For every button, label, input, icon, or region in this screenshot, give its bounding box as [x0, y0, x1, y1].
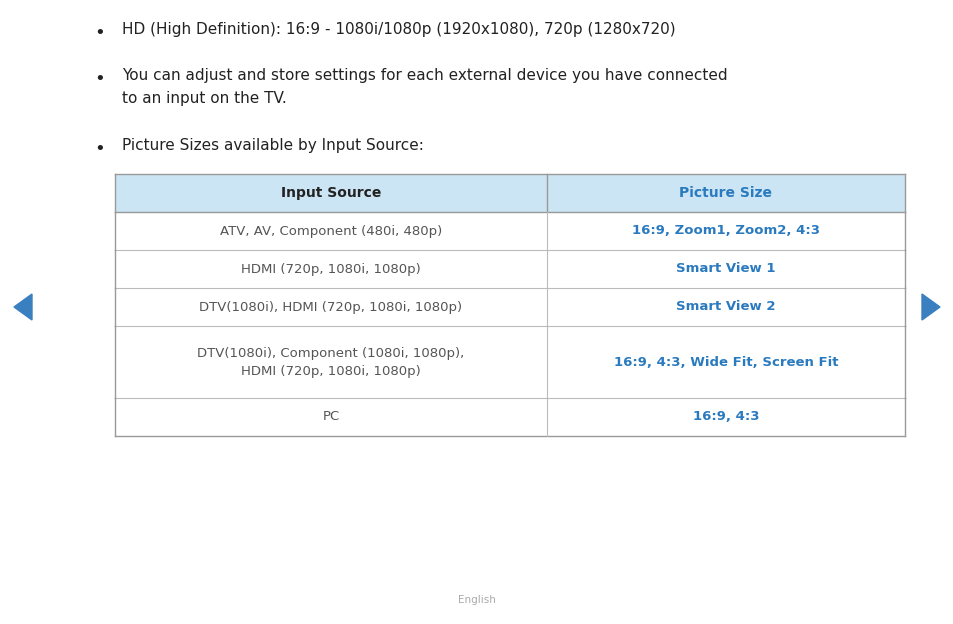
Text: ATV, AV, Component (480i, 480p): ATV, AV, Component (480i, 480p): [219, 225, 441, 238]
Text: 16:9, Zoom1, Zoom2, 4:3: 16:9, Zoom1, Zoom2, 4:3: [631, 225, 820, 238]
Text: HD (High Definition): 16:9 - 1080i/1080p (1920x1080), 720p (1280x720): HD (High Definition): 16:9 - 1080i/1080p…: [122, 22, 675, 37]
Text: English: English: [457, 595, 496, 605]
Polygon shape: [921, 294, 939, 320]
Text: •: •: [94, 70, 105, 88]
Text: Picture Sizes available by Input Source:: Picture Sizes available by Input Source:: [122, 138, 423, 153]
Text: 16:9, 4:3, Wide Fit, Screen Fit: 16:9, 4:3, Wide Fit, Screen Fit: [613, 356, 838, 369]
Text: •: •: [94, 24, 105, 42]
Text: PC: PC: [322, 411, 339, 424]
Text: Smart View 2: Smart View 2: [676, 301, 775, 313]
Polygon shape: [14, 294, 32, 320]
Text: Smart View 1: Smart View 1: [676, 263, 775, 276]
Bar: [115, 174, 904, 212]
Text: DTV(1080i), Component (1080i, 1080p),
HDMI (720p, 1080i, 1080p): DTV(1080i), Component (1080i, 1080p), HD…: [197, 346, 464, 378]
Text: Picture Size: Picture Size: [679, 186, 772, 200]
Text: DTV(1080i), HDMI (720p, 1080i, 1080p): DTV(1080i), HDMI (720p, 1080i, 1080p): [199, 301, 462, 313]
Text: 16:9, 4:3: 16:9, 4:3: [692, 411, 759, 424]
Text: Input Source: Input Source: [280, 186, 381, 200]
Text: HDMI (720p, 1080i, 1080p): HDMI (720p, 1080i, 1080p): [241, 263, 420, 276]
Text: •: •: [94, 140, 105, 158]
Text: You can adjust and store settings for each external device you have connected
to: You can adjust and store settings for ea…: [122, 68, 727, 106]
